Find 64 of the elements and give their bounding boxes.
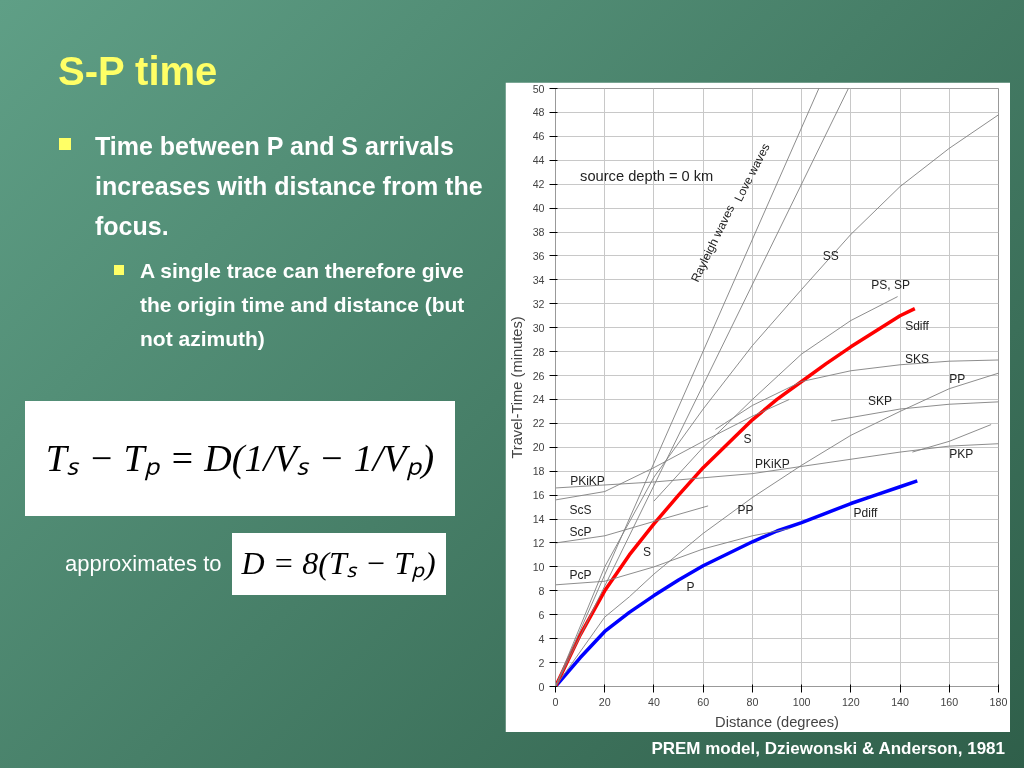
annotation: P	[686, 580, 695, 595]
annotation: PP	[949, 371, 966, 386]
annotation: PKiKP	[570, 473, 605, 488]
annotation: Sdiff	[905, 318, 930, 333]
y-tick-label: 2	[538, 656, 545, 669]
annotation: SKS	[905, 351, 930, 366]
text: S-P time	[58, 48, 219, 95]
y-tick-label: 10	[532, 560, 545, 573]
x-tick-label: 160	[940, 695, 959, 708]
x-tick-label: 80	[746, 695, 759, 708]
y-tick-label: 28	[532, 345, 545, 358]
x-tick-label: 20	[598, 695, 611, 708]
x-tick-label: 120	[841, 695, 860, 708]
text: D = 8(Tₛ − Tₚ)	[231, 533, 446, 595]
y-tick-label: 48	[532, 106, 545, 119]
y-tick-label: 8	[538, 584, 545, 597]
text: PREM model, Dziewonski & Anderson, 1981	[650, 738, 1005, 760]
annotation: source depth = 0 km	[580, 168, 714, 185]
x-tick-label: 0	[552, 695, 559, 708]
annotation: S	[642, 544, 651, 559]
annotation: PKiKP	[755, 456, 790, 471]
y-tick-label: 14	[532, 513, 545, 526]
y-tick-label: 30	[532, 321, 545, 334]
annotation: PKP	[949, 447, 974, 462]
y-tick-label: 6	[538, 608, 545, 621]
annotation: S	[743, 431, 752, 446]
y-tick-label: 20	[532, 441, 545, 454]
y-tick-label: 36	[532, 249, 545, 262]
y-tick-label: 50	[532, 82, 545, 95]
annotation: PcP	[569, 567, 592, 582]
x-tick-label: 100	[792, 695, 811, 708]
annotation: PS, SP	[871, 277, 910, 292]
x-tick-label: 40	[648, 695, 660, 708]
y-tick-label: 32	[532, 297, 545, 310]
text: Time between P and S arrivals increases with distance from the focus.	[95, 131, 484, 243]
y-tick-label: 0	[538, 680, 545, 693]
y-axis-title: Travel-Time (minutes)	[508, 316, 525, 459]
annotation: ScS	[569, 502, 592, 517]
y-tick-label: 16	[532, 489, 545, 502]
annotation: Pdiff	[853, 506, 879, 521]
x-tick-label: 180	[989, 695, 1008, 708]
x-axis-title: Distance (degrees)	[715, 713, 839, 730]
y-tick-label: 26	[532, 369, 545, 382]
x-tick-label: 140	[891, 695, 910, 708]
annotation: PP	[737, 502, 754, 517]
y-tick-label: 46	[532, 130, 545, 143]
y-tick-label: 34	[532, 273, 545, 286]
y-tick-label: 4	[538, 632, 545, 645]
annotation: ScP	[569, 524, 592, 539]
y-tick-label: 40	[532, 202, 545, 215]
y-tick-label: 24	[532, 393, 545, 406]
annotation: Love waves	[731, 141, 773, 204]
y-tick-label: 42	[532, 178, 545, 191]
text: Tₛ − Tₚ = D(1/Vₛ − 1/Vₚ)	[25, 401, 455, 517]
y-tick-label: 22	[532, 417, 545, 430]
annotation: SS	[822, 249, 839, 264]
text: approximates to	[65, 550, 222, 579]
annotation: SKP	[868, 394, 893, 409]
text: A single trace can therefore give the origin time and distance (but not azimuth)	[140, 258, 466, 353]
y-tick-label: 38	[532, 226, 545, 239]
y-tick-label: 18	[532, 465, 545, 478]
y-tick-label: 12	[532, 536, 545, 549]
y-tick-label: 44	[532, 154, 545, 167]
x-tick-label: 60	[697, 695, 710, 708]
